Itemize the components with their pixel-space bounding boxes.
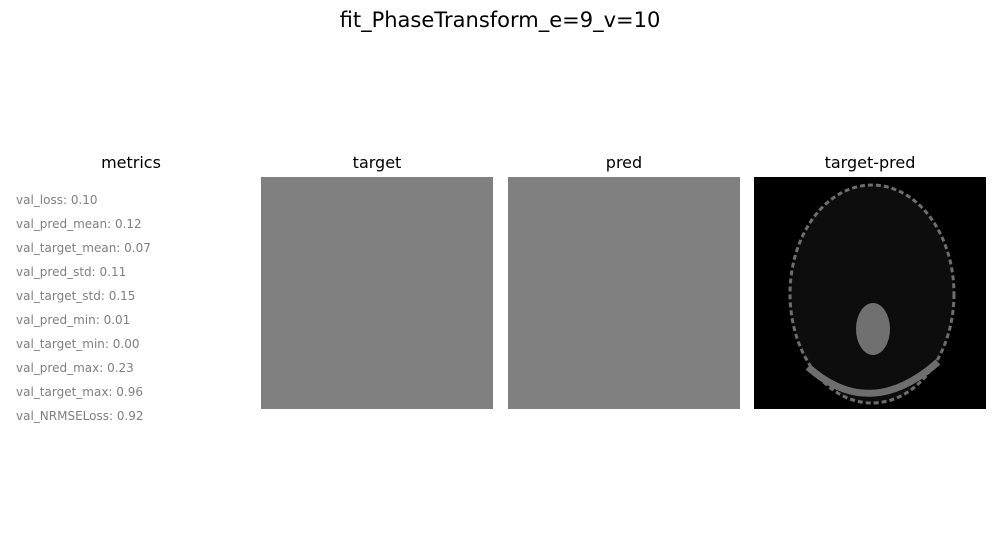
target-panel-title: target <box>352 153 402 172</box>
metric-val-target-std: val_target_std: 0.15 <box>16 289 136 303</box>
pred-panel-title: pred <box>605 153 643 172</box>
metric-val-pred-min: val_pred_min: 0.01 <box>16 313 131 327</box>
target-pred-image <box>754 177 986 409</box>
metrics-panel-title: metrics <box>101 153 161 172</box>
target-pred-phantom <box>754 177 986 409</box>
metric-val-target-max: val_target_max: 0.96 <box>16 385 143 399</box>
metric-val-target-min: val_target_min: 0.00 <box>16 337 140 351</box>
diff-panel-title: target-pred <box>824 153 916 172</box>
metrics-list: val_loss: 0.10 val_pred_mean: 0.12 val_t… <box>16 188 151 428</box>
metric-val-pred-max: val_pred_max: 0.23 <box>16 361 134 375</box>
metric-val-pred-std: val_pred_std: 0.11 <box>16 265 127 279</box>
metric-val-nrmse-loss: val_NRMSELoss: 0.92 <box>16 409 144 423</box>
phantom-inner-blob <box>856 303 890 355</box>
phantom-ellipse-outline <box>788 183 956 405</box>
figure-title: fit_PhaseTransform_e=9_v=10 <box>339 8 661 32</box>
metric-val-target-mean: val_target_mean: 0.07 <box>16 241 151 255</box>
phantom-lower-rim <box>805 359 941 397</box>
pred-image <box>508 177 740 409</box>
target-image <box>261 177 493 409</box>
metric-val-loss: val_loss: 0.10 <box>16 193 98 207</box>
metric-val-pred-mean: val_pred_mean: 0.12 <box>16 217 142 231</box>
